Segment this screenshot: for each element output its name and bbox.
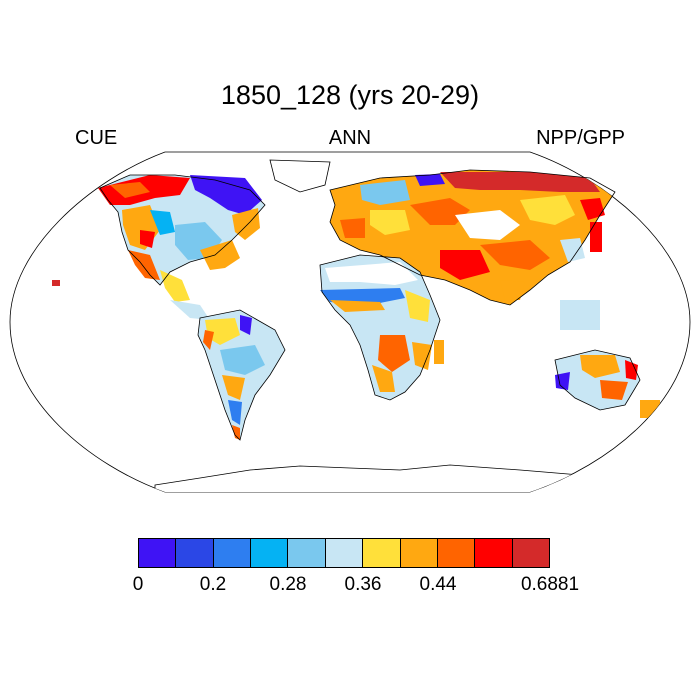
colorbar-label: 0.2 [199, 574, 227, 595]
colorbar-swatch [139, 539, 177, 567]
variable-label: CUE [75, 127, 118, 149]
units-label: NPP/GPP [536, 127, 625, 149]
antarctica-outline [154, 464, 601, 492]
colorbar-swatch [363, 539, 401, 567]
colorbar-swatch [288, 539, 326, 567]
australia-region [555, 350, 640, 410]
colorbar-label: 0.36 [344, 574, 382, 595]
colorbar-label: 0.6881 [520, 574, 580, 595]
map-title: 1850_128 (yrs 20-29) [220, 80, 480, 110]
colorbar-label: 0.28 [269, 574, 307, 595]
period-label: ANN [328, 127, 372, 149]
colorbar-label: 0.44 [419, 574, 457, 595]
coastlines [99, 159, 641, 441]
africa-region [320, 255, 440, 400]
colorbar-swatch [400, 539, 438, 567]
colorbar-swatch [437, 539, 476, 567]
colorbar-label: 0 [132, 574, 144, 595]
south-america-region [198, 310, 285, 440]
colorbar-swatch [475, 539, 513, 567]
colorbar-swatch [512, 539, 549, 567]
colorbar [138, 538, 550, 568]
hawaii-patch [52, 280, 60, 286]
colorbar-swatch [176, 539, 214, 567]
eurasia-region [330, 170, 615, 305]
colorbar-swatch [213, 539, 252, 567]
nz-patch [640, 400, 660, 418]
colorbar-swatch [325, 539, 364, 567]
japan-patch [590, 222, 602, 252]
greenland-outline [270, 160, 330, 190]
madagascar-patch [434, 340, 444, 364]
se-asia-patch [560, 300, 600, 330]
north-america-region [98, 175, 265, 320]
colorbar-swatch [251, 539, 289, 567]
